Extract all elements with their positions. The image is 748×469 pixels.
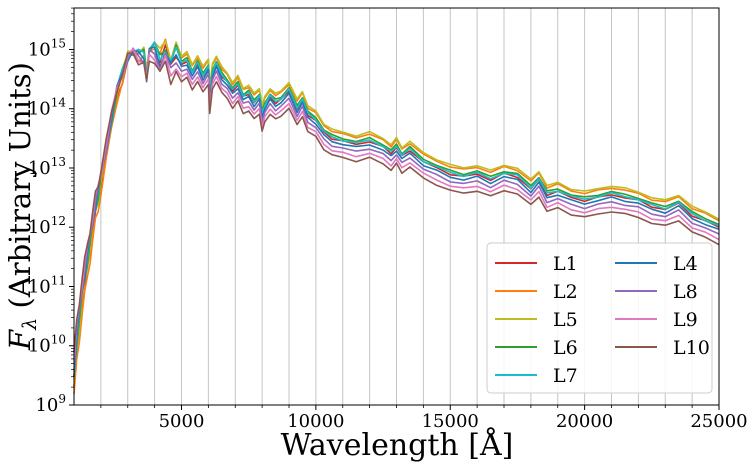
x-tick-label: 15000: [422, 411, 479, 432]
y-axis-ticks: 109 1010 1011 1012 1013 1014 1015: [28, 7, 74, 416]
x-tick-label: 5000: [159, 411, 205, 432]
legend-label-l2: L2: [553, 281, 578, 303]
y-axis-label-rest: (Arbitrary Units): [3, 62, 37, 318]
legend-label-l4: L4: [673, 253, 698, 275]
y-tick-label: 1012: [28, 214, 66, 238]
legend-label-l1: L1: [553, 253, 578, 275]
x-axis-ticks: 5000 10000 15000 20000 25000: [100, 405, 748, 432]
y-tick-label: 109: [35, 392, 66, 416]
y-tick-label: 1013: [28, 155, 66, 179]
x-tick-label: 20000: [556, 411, 613, 432]
y-axis-label-sub: λ: [19, 318, 41, 331]
y-axis-label: Fλ (Arbitrary Units): [3, 62, 41, 351]
legend: L1 L2 L5 L6 L7 L4 L8 L9 L10: [486, 242, 713, 394]
x-tick-label: 10000: [287, 411, 344, 432]
y-tick-label: 1015: [28, 36, 66, 60]
y-tick-label: 1011: [28, 273, 66, 297]
legend-label-l7: L7: [553, 365, 578, 387]
x-axis-label: Wavelength [Å]: [281, 427, 514, 463]
y-tick-label: 1014: [28, 96, 67, 120]
series-lines: [73, 38, 720, 395]
legend-label-l9: L9: [673, 309, 698, 331]
legend-label-l8: L8: [673, 281, 698, 303]
legend-label-l10: L10: [673, 337, 710, 359]
x-tick-label: 25000: [690, 411, 747, 432]
legend-label-l5: L5: [553, 309, 578, 331]
y-tick-label: 1010: [28, 333, 66, 357]
series-line-l10: [73, 52, 720, 353]
y-axis-label-main: F: [3, 329, 37, 351]
legend-box: [486, 242, 713, 394]
legend-label-l6: L6: [553, 337, 578, 359]
